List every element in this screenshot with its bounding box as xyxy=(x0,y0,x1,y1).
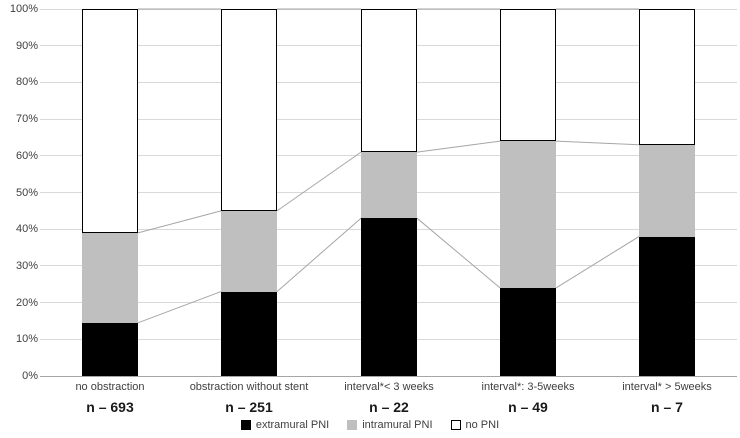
y-tick-label: 20% xyxy=(15,296,38,309)
connector-line xyxy=(555,140,640,146)
category-label: obstraction without stent xyxy=(189,381,309,393)
category-label: interval*: 3-5weeks xyxy=(481,381,575,393)
bar-segment-extramural-pni xyxy=(500,287,556,376)
bar-segment-intramural-pni xyxy=(221,210,277,292)
legend-item: extramural PNI xyxy=(240,419,330,431)
legend-label: intramural PNI xyxy=(362,419,433,431)
bar-segment-no-pni xyxy=(639,9,695,145)
bar-segment-intramural-pni xyxy=(82,232,138,323)
legend-label: no PNI xyxy=(465,419,500,431)
y-tick-label: 40% xyxy=(15,223,38,236)
legend-swatch-intramural-pni xyxy=(347,420,358,430)
category-label: no obstraction xyxy=(75,381,145,393)
connector-line xyxy=(276,217,362,292)
y-tick-label: 100% xyxy=(9,3,38,15)
y-tick-label: 90% xyxy=(15,39,38,52)
connector-line xyxy=(137,291,222,324)
y-tick-label: 60% xyxy=(15,149,38,162)
connector-line xyxy=(416,140,501,153)
legend-label: extramural PNI xyxy=(255,419,330,431)
y-tick-label: 70% xyxy=(15,113,38,126)
connector-line xyxy=(137,210,222,234)
bar-segment-no-pni xyxy=(361,9,417,153)
n-count-label: n – 49 xyxy=(508,399,548,415)
y-tick-label: 50% xyxy=(15,186,38,199)
bar-segment-extramural-pni xyxy=(639,236,695,376)
bar-segment-extramural-pni xyxy=(361,218,417,376)
connector-line xyxy=(555,236,640,289)
n-count-label: n – 693 xyxy=(86,399,134,415)
connector-line xyxy=(416,217,501,289)
legend-item: intramural PNI xyxy=(347,419,433,431)
connector-line xyxy=(276,151,362,212)
bar-segment-extramural-pni xyxy=(82,322,138,376)
bar-segment-intramural-pni xyxy=(500,141,556,288)
y-tick-label: 10% xyxy=(15,333,38,346)
bar-segment-no-pni xyxy=(82,9,138,233)
y-tick-label: 80% xyxy=(15,76,38,89)
n-count-label: n – 22 xyxy=(369,399,409,415)
bar-segment-intramural-pni xyxy=(361,152,417,219)
category-label: interval*< 3 weeks xyxy=(344,381,434,393)
y-tick-label: 0% xyxy=(22,370,38,382)
n-count-label: n – 251 xyxy=(225,399,273,415)
category-label: interval* > 5weeks xyxy=(622,381,712,393)
legend-swatch-extramural-pni xyxy=(240,420,251,430)
bar-segment-intramural-pni xyxy=(639,144,695,237)
y-tick-label: 30% xyxy=(15,259,38,272)
bar-segment-extramural-pni xyxy=(221,291,277,376)
n-count-label: n – 7 xyxy=(651,399,683,415)
legend-swatch-no-pni xyxy=(450,420,461,430)
legend-item: no PNI xyxy=(450,419,500,431)
legend: extramural PNI intramural PNI no PNI xyxy=(0,419,740,431)
bar-segment-no-pni xyxy=(221,9,277,211)
bar-segment-no-pni xyxy=(500,9,556,142)
